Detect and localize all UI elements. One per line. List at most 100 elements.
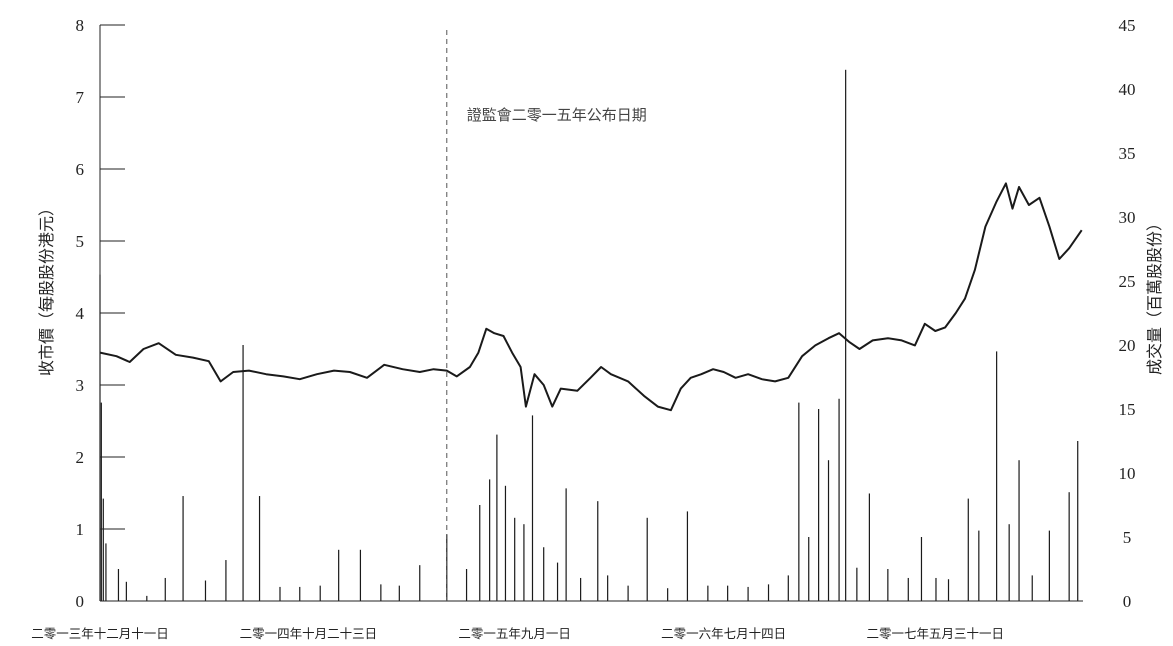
volume-bar	[667, 588, 669, 601]
volume-bar	[419, 565, 421, 601]
volume-bar	[380, 584, 382, 601]
volume-bar	[1077, 441, 1079, 601]
left-tick-label: 8	[76, 16, 85, 35]
volume-bar	[514, 517, 516, 601]
right-tick-label: 10	[1119, 464, 1136, 483]
volume-bar	[887, 569, 889, 601]
left-tick-label: 7	[76, 88, 85, 107]
x-tick-label: 二零一六年七月十四日	[661, 626, 786, 641]
volume-bar	[465, 569, 468, 601]
volume-bar	[947, 579, 950, 601]
volume-bar	[299, 586, 301, 601]
volume-bar	[747, 586, 749, 601]
volume-bar	[556, 562, 559, 601]
right-axis-title: 成交量（百萬股股份）	[1145, 215, 1164, 375]
volume-bar	[707, 585, 709, 601]
volume-bar	[100, 402, 102, 601]
volume-bar	[767, 584, 770, 601]
volume-bar	[531, 415, 534, 601]
volume-bar	[242, 345, 244, 601]
x-tick-label: 二零一七年五月三十一日	[867, 626, 1005, 641]
volume-bar	[102, 498, 104, 601]
volume-bar	[489, 479, 491, 601]
volume-bar	[996, 351, 998, 601]
volume-bar	[125, 581, 127, 601]
volume-bar	[117, 569, 120, 601]
right-tick-label: 40	[1119, 80, 1136, 99]
volume-bar	[856, 567, 858, 601]
volume-bar	[523, 524, 525, 601]
volume-bar	[258, 496, 261, 601]
volume-bar	[646, 517, 648, 601]
volume-bar	[686, 511, 689, 601]
volume-bar	[1018, 460, 1020, 601]
volume-bar	[727, 585, 729, 601]
volume-bar	[818, 409, 820, 601]
volume-bar	[565, 488, 567, 601]
right-tick-label: 45	[1119, 16, 1136, 35]
left-tick-label: 1	[76, 520, 85, 539]
right-tick-label: 20	[1119, 336, 1136, 355]
volume-bar	[935, 577, 937, 601]
volume-bar	[105, 543, 107, 601]
volume-bar	[182, 496, 184, 601]
volume-bar	[845, 69, 847, 602]
volume-bar	[808, 537, 810, 601]
volume-bar	[580, 577, 582, 601]
right-tick-label: 25	[1119, 272, 1136, 291]
x-ticks: 二零一三年十二月十一日 二零一四年十月二十三日 二零一五年九月一日 二零一六年七月十四…	[31, 626, 1004, 641]
volume-bar	[627, 585, 629, 601]
left-tick-label: 4	[76, 304, 85, 323]
volume-bar	[204, 580, 207, 601]
volume-bar	[597, 501, 599, 601]
x-tick-label: 二零一三年十二月十一日	[31, 626, 169, 641]
left-y-ticks: 0 1 2 3 4 5 6 7 8	[76, 16, 125, 611]
volume-bar	[1008, 524, 1010, 601]
right-tick-label: 0	[1123, 592, 1132, 611]
volume-bar	[978, 530, 980, 601]
volume-bar	[543, 547, 545, 601]
volume-bar	[398, 585, 400, 601]
volume-bar	[359, 549, 362, 601]
volume-bar	[1048, 530, 1050, 601]
volume-bar	[146, 595, 148, 601]
volume-bar	[164, 577, 166, 601]
x-tick-label: 二零一五年九月一日	[458, 626, 571, 641]
volume-bar	[607, 575, 609, 601]
volume-bar	[838, 398, 840, 601]
right-y-ticks: 0 5 10 15 20 25 30 35 40 45	[1119, 16, 1136, 611]
volume-bar	[868, 493, 870, 601]
x-tick-label: 二零一四年十月二十三日	[240, 626, 378, 641]
left-tick-label: 0	[76, 592, 85, 611]
volume-bar	[798, 402, 800, 601]
volume-bar	[319, 585, 321, 601]
left-tick-label: 5	[76, 232, 85, 251]
left-tick-label: 2	[76, 448, 85, 467]
left-tick-label: 6	[76, 160, 85, 179]
volume-bar	[446, 534, 448, 601]
volume-bar	[920, 537, 923, 601]
volume-bars	[99, 69, 1079, 602]
price-line	[99, 182, 1083, 412]
volume-bar	[1068, 492, 1070, 601]
volume-bar	[279, 586, 281, 601]
left-tick-label: 3	[76, 376, 85, 395]
volume-bar	[787, 575, 789, 601]
right-tick-label: 35	[1119, 144, 1136, 163]
volume-bar	[504, 485, 507, 601]
volume-bar	[496, 434, 498, 601]
right-tick-label: 15	[1119, 400, 1136, 419]
volume-bar	[827, 460, 830, 601]
price-line-layer	[99, 182, 1083, 412]
annotation-label: 證監會二零一五年公布日期	[467, 106, 647, 124]
volume-bar	[225, 560, 227, 601]
volume-bar	[338, 549, 340, 601]
volume-bar	[907, 577, 909, 601]
right-tick-label: 5	[1123, 528, 1132, 547]
right-tick-label: 30	[1119, 208, 1136, 227]
volume-bar	[1031, 575, 1033, 601]
left-axis-title: 收市價（每股股份港元）	[37, 200, 56, 376]
volume-bar	[967, 498, 969, 601]
volume-bar	[479, 505, 481, 601]
